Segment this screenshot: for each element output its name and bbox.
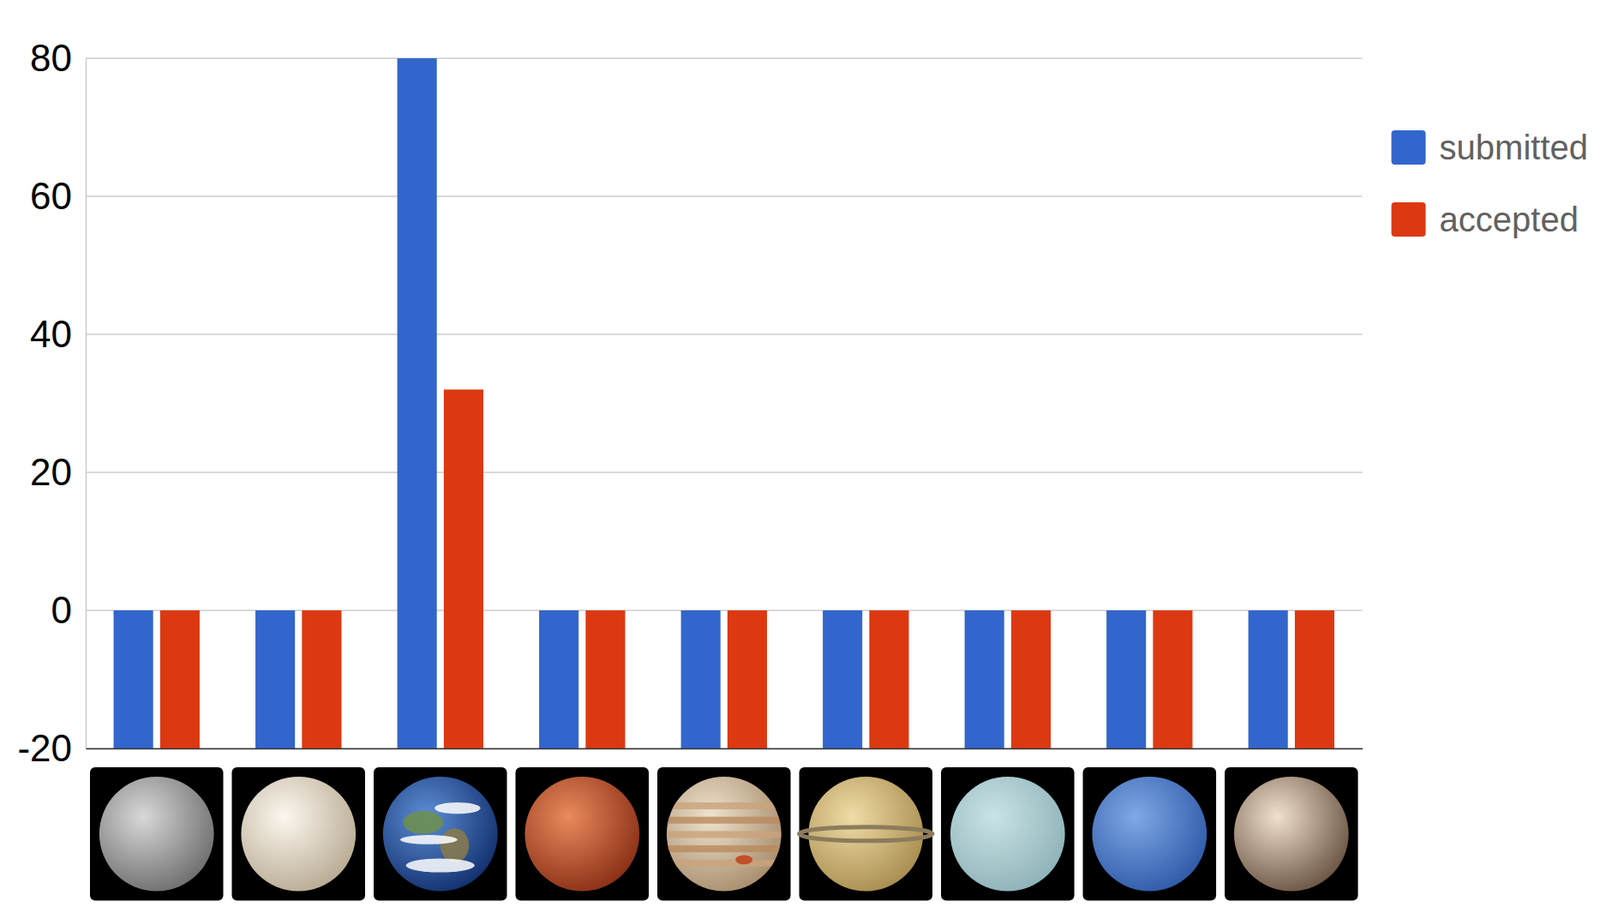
bar [301,610,342,749]
legend-swatch [1391,202,1427,237]
bar [397,58,438,749]
y-tick-label: 20 [29,450,72,493]
planet-band [666,816,782,824]
bar [1294,610,1335,749]
planet-feature [400,834,458,845]
grid-line [85,471,1363,474]
grid-line [85,57,1363,60]
planet-feature [440,827,469,863]
planet-picture [373,767,508,901]
picture-frame [940,767,1075,901]
planet-picture [1083,767,1217,901]
grid-line [85,333,1363,336]
legend-label: submitted [1439,128,1589,167]
planet [808,776,923,892]
planet [524,776,640,892]
bar [585,610,625,749]
y-tick: 0 [51,588,86,631]
bar [1011,610,1051,749]
bar [443,389,484,749]
legend: submitted accepted [1391,128,1589,239]
bar [1152,610,1193,749]
planet-detail [666,802,782,867]
bar [822,610,863,749]
planet-spot [735,854,753,864]
y-tick-label: 80 [29,36,72,79]
planet [950,776,1066,892]
picture-frame [232,767,366,901]
planet-band [666,844,782,852]
planet-picture [799,767,934,901]
planet-picture [940,767,1075,901]
y-tick: 40 [29,312,86,355]
planet-picture [89,767,224,901]
planet [99,776,215,892]
planet-feature [406,858,475,873]
planet-band [666,830,782,838]
bar [727,610,768,749]
picture-frame [799,767,934,901]
planet-picture [232,767,366,901]
y-tick-label: 60 [29,174,72,217]
bar [539,610,579,749]
x-axis [86,748,1364,750]
chart-container: submitted accepted -20 0 20 40 60 80 [0,0,1600,919]
planet-feature [402,810,444,834]
legend-label: accepted [1439,200,1579,239]
bar [681,610,721,749]
y-tick-label: 0 [51,588,72,631]
planet-band [666,859,782,867]
picture-frame [657,767,792,901]
planet [1091,776,1207,892]
bar [160,610,200,749]
y-tick-label: 40 [29,312,72,355]
legend-swatch [1391,130,1427,165]
y-axis-line [85,59,88,750]
y-tick: 80 [29,36,86,79]
grid-line [85,195,1363,198]
planet [666,776,782,892]
picture-frame [1224,767,1359,901]
picture-frame [373,767,508,901]
planet-ring [799,826,934,841]
planet-picture [657,767,792,901]
planet-detail [400,802,481,873]
picture-frame [89,767,224,901]
planet-picture [515,767,650,901]
bar [964,610,1005,749]
y-tick: 60 [29,174,86,217]
chart: submitted accepted -20 0 20 40 60 80 [0,0,1600,919]
y-tick-label: -20 [17,726,72,769]
y-tick: 20 [29,450,86,493]
bar [1248,610,1289,749]
y-axis: -20 0 20 40 60 80 [17,36,86,769]
bar [113,610,154,749]
planet-pictures [89,767,1359,901]
picture-frame [1083,767,1217,901]
planet-picture [1224,767,1359,901]
bar [1106,610,1146,749]
y-tick: -20 [17,726,86,769]
planet-feature [434,802,480,814]
planet-band [666,802,782,809]
bars [113,58,1335,749]
bar [255,610,295,749]
planet [383,776,498,892]
x-axis-line [86,748,1364,750]
bar [868,610,909,749]
planet [240,776,356,892]
picture-frame [515,767,650,901]
grid [85,58,1363,749]
planet [1234,776,1349,892]
